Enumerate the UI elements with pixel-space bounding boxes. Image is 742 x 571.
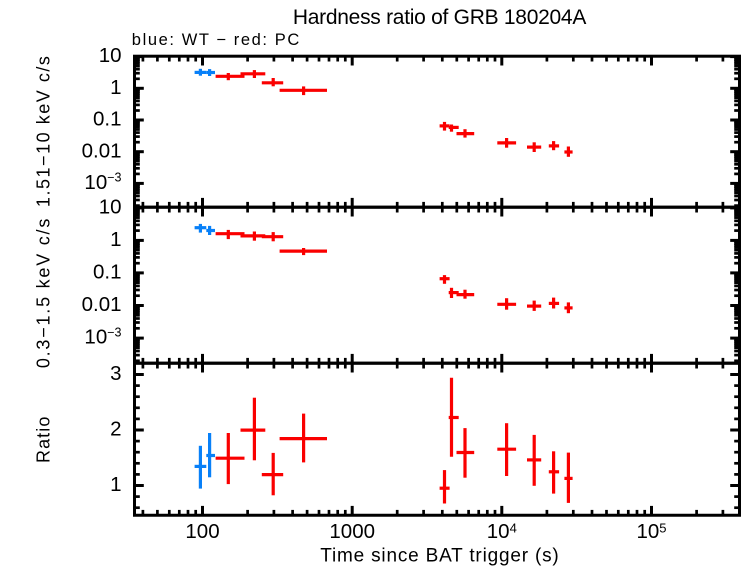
svg-text:1.51−10 keV c/s: 1.51−10 keV c/s (34, 56, 54, 207)
svg-text:Hardness ratio of GRB 180204A: Hardness ratio of GRB 180204A (293, 6, 586, 29)
svg-text:0.3−1.5 keV c/s: 0.3−1.5 keV c/s (34, 219, 54, 369)
svg-text:10−3: 10−3 (84, 325, 121, 348)
svg-text:Time since BAT trigger (s): Time since BAT trigger (s) (320, 546, 559, 566)
svg-text:2: 2 (110, 418, 121, 441)
svg-text:0.01: 0.01 (82, 139, 122, 162)
svg-text:Ratio: Ratio (34, 417, 54, 464)
svg-text:1: 1 (110, 473, 121, 496)
svg-text:0.01: 0.01 (82, 293, 122, 316)
svg-text:1: 1 (110, 228, 121, 251)
svg-text:10−3: 10−3 (84, 171, 121, 194)
svg-text:1: 1 (110, 76, 121, 99)
svg-text:10: 10 (99, 196, 122, 219)
svg-text:104: 104 (487, 520, 517, 543)
svg-text:100: 100 (185, 520, 219, 543)
svg-text:10: 10 (99, 44, 122, 67)
svg-text:1000: 1000 (329, 520, 375, 543)
svg-text:105: 105 (636, 520, 666, 543)
svg-text:3: 3 (110, 362, 121, 385)
svg-text:0.1: 0.1 (93, 108, 122, 131)
svg-text:blue: WT − red: PC: blue: WT − red: PC (132, 31, 300, 49)
svg-text:0.1: 0.1 (93, 261, 122, 284)
